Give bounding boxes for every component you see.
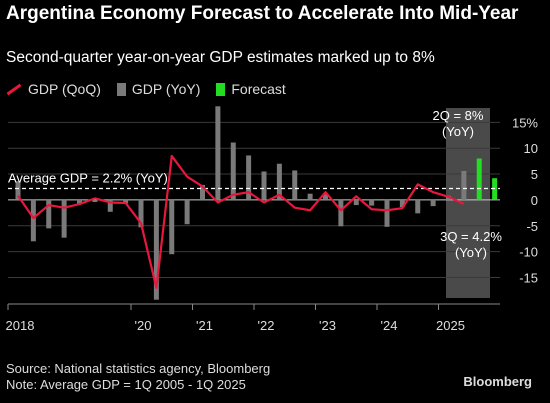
q3-annotation-line2: (YoY) <box>455 245 487 260</box>
yoy-bar <box>430 199 436 207</box>
x-tick-label: '23 <box>319 318 336 333</box>
source-note: Source: National statistics agency, Bloo… <box>6 361 271 376</box>
average-label: Average GDP = 2.2% (YoY) <box>8 171 168 186</box>
y-tick-label: -15 <box>519 270 538 285</box>
bloomberg-logo: Bloomberg <box>463 374 532 389</box>
x-tick-label: '22 <box>258 318 275 333</box>
yoy-bar <box>138 199 144 228</box>
yoy-bar <box>323 194 328 200</box>
x-tick-label: '24 <box>381 318 398 333</box>
q2-annotation-line1: 2Q = 8% <box>433 108 484 123</box>
yoy-bar <box>30 199 36 242</box>
yoy-bar <box>307 193 313 200</box>
yoy-bar <box>276 163 282 200</box>
yoy-bar <box>399 199 405 208</box>
chart-title: Argentina Economy Forecast to Accelerate… <box>6 3 519 24</box>
y-tick-label: 10 <box>524 141 538 156</box>
yoy-bar <box>246 155 252 200</box>
x-tick-label: 2018 <box>6 318 35 333</box>
yoy-bar <box>200 184 205 200</box>
chart-legend: GDP (QoQ) GDP (YoY) Forecast <box>6 80 302 98</box>
yoy-bar <box>215 106 221 200</box>
forecast-bar <box>476 158 482 200</box>
y-tick-label: -10 <box>519 245 538 260</box>
yoy-bar <box>292 170 298 200</box>
x-tick-label: '20 <box>135 318 152 333</box>
yoy-bar <box>461 170 467 200</box>
legend-item-yoy: GDP (YoY) <box>116 81 201 97</box>
yoy-bar <box>92 199 98 202</box>
yoy-bar <box>338 199 344 227</box>
yoy-bar <box>184 199 190 225</box>
y-tick-label: -5 <box>526 219 538 234</box>
legend-item-forecast: Forecast <box>216 81 286 97</box>
yoy-bar <box>369 199 375 206</box>
legend-forecast-icon <box>216 82 226 96</box>
y-tick-label: 15% <box>512 115 538 130</box>
yoy-bar <box>61 199 67 238</box>
yoy-bar <box>77 199 82 205</box>
yoy-bar <box>415 199 421 214</box>
average-note: Note: Average GDP = 1Q 2005 - 1Q 2025 <box>6 377 246 392</box>
yoy-bar <box>123 199 129 204</box>
y-tick-label: 5 <box>531 167 538 182</box>
yoy-bar <box>261 171 267 200</box>
legend-item-qoq: GDP (QoQ) <box>6 81 101 97</box>
yoy-bar <box>384 199 390 227</box>
y-tick-label: 0 <box>531 193 538 208</box>
yoy-bar <box>107 199 113 212</box>
legend-bar-icon <box>116 82 126 96</box>
forecast-band <box>446 108 490 298</box>
x-tick-label: 2025 <box>436 318 465 333</box>
yoy-bar <box>169 199 175 255</box>
legend-label-forecast: Forecast <box>231 81 286 97</box>
qoq-line <box>17 154 465 289</box>
q2-annotation-line2: (YoY) <box>442 124 474 139</box>
yoy-bar <box>15 181 21 200</box>
yoy-bar <box>230 142 236 200</box>
chart-subtitle: Second-quarter year-on-year GDP estimate… <box>6 49 435 66</box>
x-tick-label: '21 <box>196 318 213 333</box>
q3-annotation-line1: 3Q = 4.2% <box>440 229 502 244</box>
yoy-bar <box>153 199 159 300</box>
legend-label-qoq: GDP (QoQ) <box>28 81 101 97</box>
yoy-bar <box>353 199 359 206</box>
legend-label-yoy: GDP (YoY) <box>131 81 201 97</box>
yoy-bar <box>46 199 52 229</box>
